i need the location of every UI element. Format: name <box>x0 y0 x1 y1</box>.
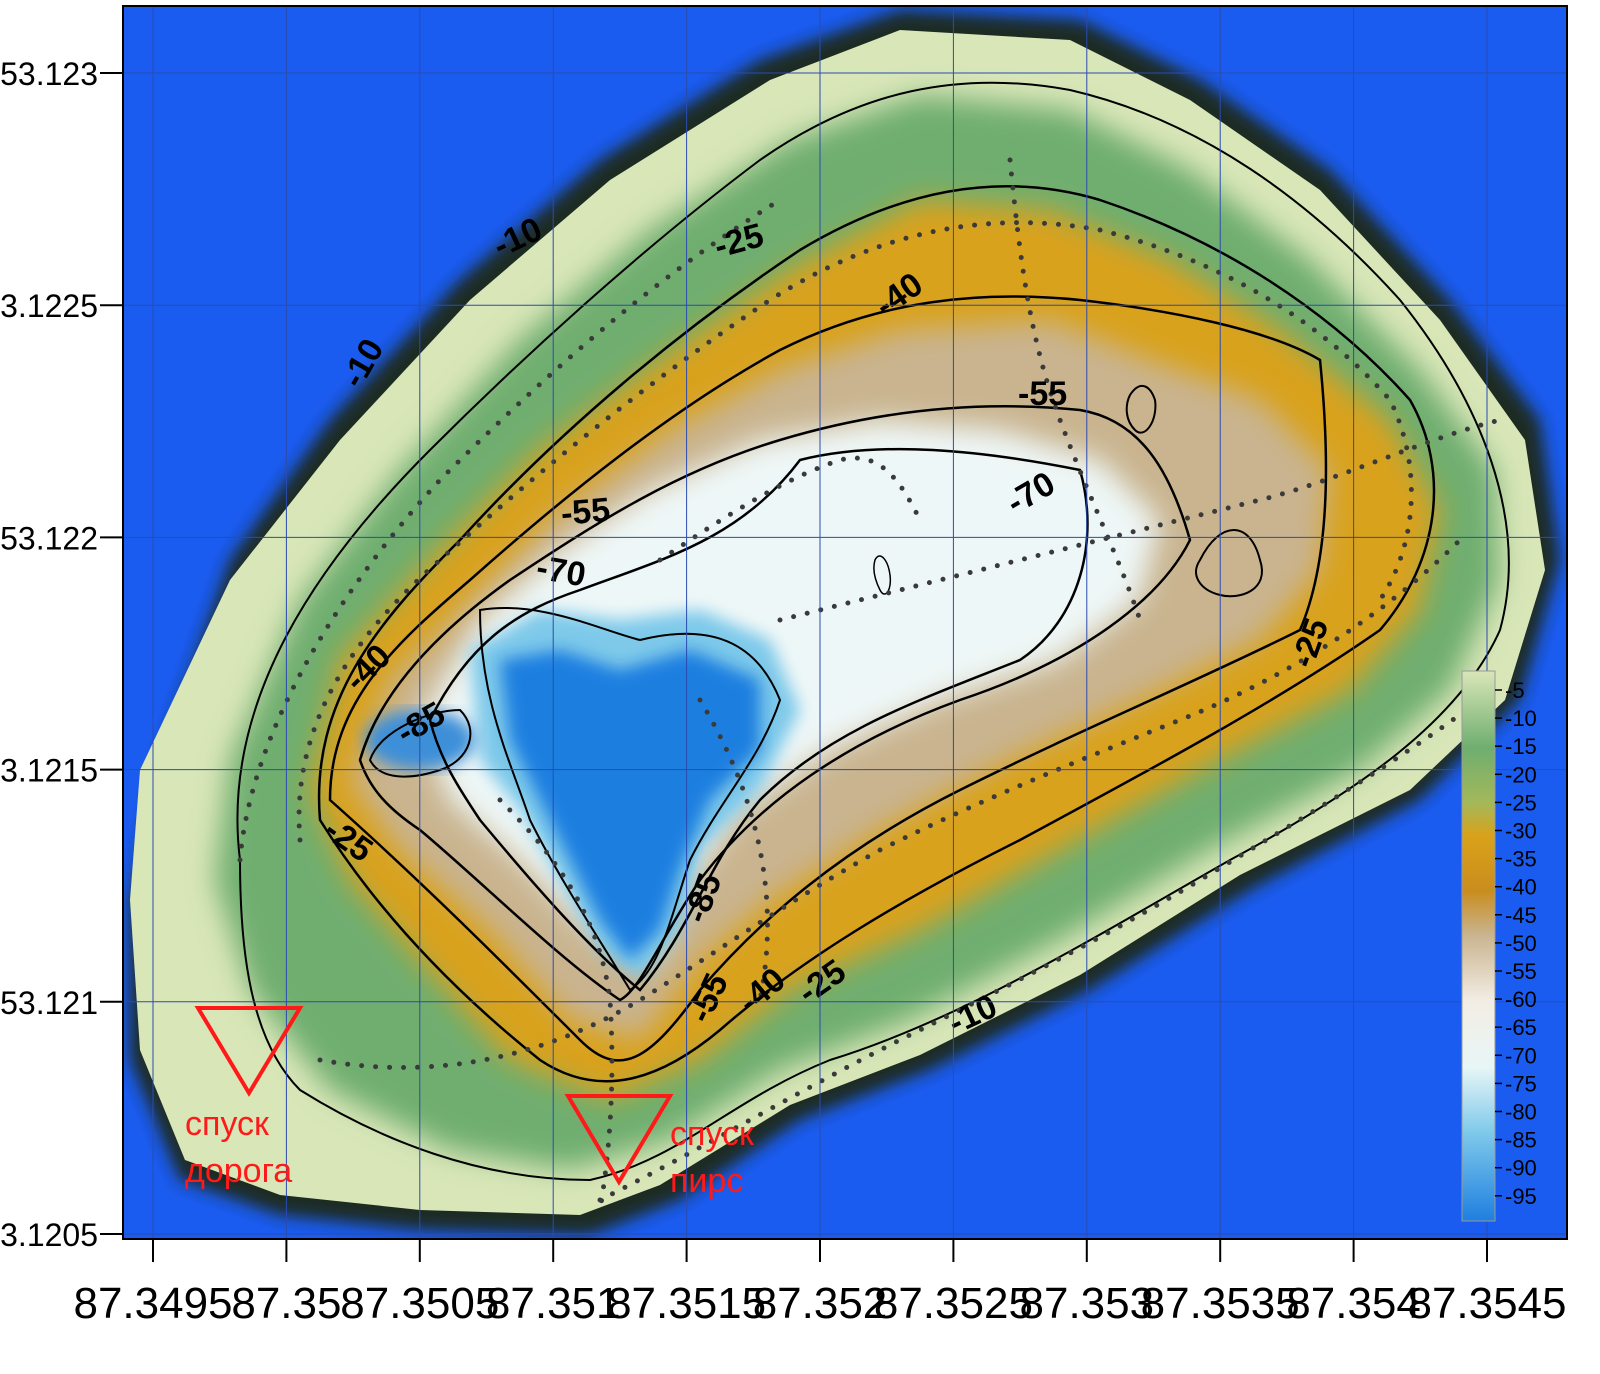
triangle-marker-icon <box>564 1094 674 1186</box>
legend-label: -15 <box>1505 734 1537 759</box>
x-axis: 87.349587.3587.350587.35187.351587.35287… <box>73 1239 1567 1328</box>
legend-label: -55 <box>1505 959 1537 984</box>
contour-label: -55 <box>1018 375 1067 413</box>
legend-label: -85 <box>1505 1128 1537 1153</box>
marker-label-line2: пирс <box>670 1162 743 1200</box>
legend-label: -95 <box>1505 1184 1537 1209</box>
legend-colorbar <box>1461 670 1496 1222</box>
x-tick-label: 87.354 <box>1286 1279 1421 1328</box>
marker-label-line1: спуск <box>185 1105 270 1143</box>
marker-pier-descent: спуск пирс <box>564 1094 755 1200</box>
color-legend: -5 -10 -15 -20 -25 -30 -35 -40 -45 -50 -55 -60 -65 -7… <box>1461 670 1537 1222</box>
y-tick-label: 53.1225 <box>0 288 98 324</box>
legend-label: -35 <box>1505 847 1537 872</box>
legend-label: -5 <box>1505 678 1525 703</box>
marker-label-line1: спуск <box>670 1115 755 1153</box>
x-tick-label: 87.3505 <box>340 1279 499 1328</box>
plot-border <box>122 5 1568 1240</box>
y-tick-label: 53.1215 <box>0 753 98 789</box>
legend-label: -90 <box>1505 1156 1537 1181</box>
legend-label: -20 <box>1505 762 1537 787</box>
contour-label: -55 <box>559 491 611 533</box>
marker-label-line2: дорога <box>185 1152 292 1190</box>
y-tick-label: 53.122 <box>0 520 98 556</box>
y-tick-label: 53.121 <box>0 985 98 1021</box>
y-tick-label: 53.1205 <box>0 1217 98 1253</box>
x-tick-label: 87.3495 <box>73 1279 232 1328</box>
marker-road-descent: спуск дорога <box>185 1006 304 1190</box>
y-axis: 53.123 53.1225 53.122 53.1215 53.121 53.1205 <box>0 56 123 1253</box>
legend-label: -70 <box>1505 1043 1537 1068</box>
x-tick-label: 87.3525 <box>874 1279 1033 1328</box>
legend-label: -25 <box>1505 790 1537 815</box>
x-tick-label: 87.351 <box>486 1279 621 1328</box>
grid-lines <box>123 6 1567 1239</box>
legend-label: -40 <box>1505 875 1537 900</box>
legend-label: -45 <box>1505 903 1537 928</box>
y-tick-label: 53.123 <box>0 56 98 92</box>
x-tick-label: 87.3515 <box>607 1279 766 1328</box>
legend-label: -80 <box>1505 1100 1537 1125</box>
x-tick-label: 87.35 <box>231 1279 341 1328</box>
legend-label: -65 <box>1505 1015 1537 1040</box>
legend-label: -50 <box>1505 931 1537 956</box>
x-tick-label: 87.3545 <box>1407 1279 1566 1328</box>
legend-label: -75 <box>1505 1071 1537 1096</box>
contour-label: -70 <box>534 548 589 594</box>
legend-label: -30 <box>1505 819 1537 844</box>
x-tick-label: 87.3535 <box>1141 1279 1300 1328</box>
legend-label: -10 <box>1505 706 1537 731</box>
legend-labels: -5 -10 -15 -20 -25 -30 -35 -40 -45 -50 -55 -60 -65 -7… <box>1495 678 1537 1209</box>
triangle-marker-icon <box>194 1006 304 1097</box>
survey-tracks <box>237 157 1503 1213</box>
legend-label: -60 <box>1505 987 1537 1012</box>
x-tick-label: 87.352 <box>753 1279 888 1328</box>
x-tick-label: 87.353 <box>1020 1279 1155 1328</box>
depth-surface <box>130 10 1560 1235</box>
contour-lines <box>236 81 1510 1182</box>
